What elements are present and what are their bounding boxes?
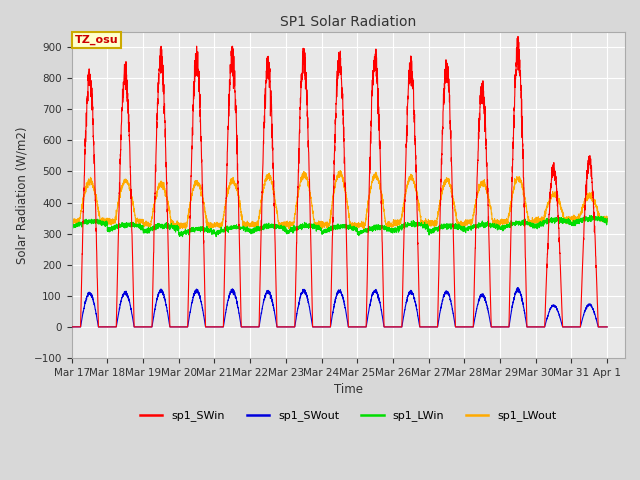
sp1_SWout xyxy=(460,324,467,330)
Line: sp1_SWin: sp1_SWin xyxy=(72,36,607,327)
sp1_LWin xyxy=(603,222,611,228)
sp1_SWout xyxy=(603,324,611,330)
sp1_LWin xyxy=(430,228,438,234)
sp1_SWout xyxy=(68,324,76,330)
sp1_LWin xyxy=(460,225,467,231)
sp1_SWout xyxy=(429,324,437,330)
sp1_LWout xyxy=(460,220,467,226)
Line: sp1_SWout: sp1_SWout xyxy=(72,288,607,327)
sp1_SWin xyxy=(460,324,467,330)
sp1_SWout xyxy=(164,312,172,317)
sp1_SWout xyxy=(604,324,611,330)
sp1_SWin xyxy=(604,324,611,330)
sp1_SWin xyxy=(514,34,522,39)
sp1_SWin xyxy=(429,324,437,330)
sp1_LWout xyxy=(430,222,438,228)
sp1_LWout xyxy=(337,168,344,173)
sp1_SWout xyxy=(319,324,327,330)
sp1_SWin xyxy=(490,324,497,330)
sp1_LWout xyxy=(490,218,498,224)
sp1_SWout xyxy=(514,285,522,290)
sp1_LWout xyxy=(164,200,172,205)
sp1_LWin xyxy=(164,224,172,229)
sp1_LWin xyxy=(490,223,497,228)
sp1_LWin xyxy=(319,229,327,235)
Legend: sp1_SWin, sp1_SWout, sp1_LWin, sp1_LWout: sp1_SWin, sp1_SWout, sp1_LWin, sp1_LWout xyxy=(136,406,561,426)
Line: sp1_LWin: sp1_LWin xyxy=(72,216,607,237)
sp1_LWout xyxy=(319,220,327,226)
sp1_LWout xyxy=(68,218,76,224)
sp1_LWin xyxy=(604,216,611,221)
X-axis label: Time: Time xyxy=(334,383,363,396)
sp1_LWout xyxy=(603,219,611,225)
sp1_SWout xyxy=(490,324,497,330)
sp1_LWout xyxy=(383,227,390,232)
sp1_LWin xyxy=(588,213,595,218)
sp1_LWin xyxy=(68,223,76,228)
Y-axis label: Solar Radiation (W/m2): Solar Radiation (W/m2) xyxy=(15,126,28,264)
sp1_LWout xyxy=(604,219,611,225)
sp1_SWin xyxy=(603,324,611,330)
Line: sp1_LWout: sp1_LWout xyxy=(72,170,607,229)
sp1_SWin xyxy=(164,232,172,238)
sp1_LWin xyxy=(179,234,186,240)
sp1_SWin xyxy=(319,324,327,330)
Title: SP1 Solar Radiation: SP1 Solar Radiation xyxy=(280,15,417,29)
sp1_SWin xyxy=(68,324,76,330)
Text: TZ_osu: TZ_osu xyxy=(74,35,118,45)
